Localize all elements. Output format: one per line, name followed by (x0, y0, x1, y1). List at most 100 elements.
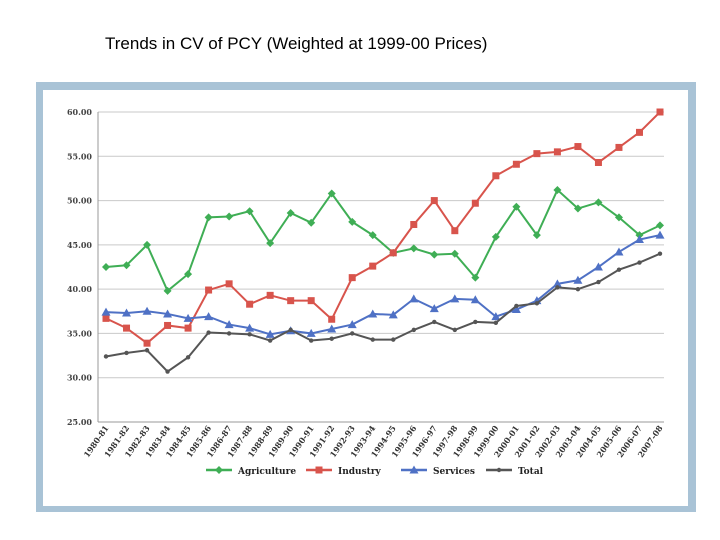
y-tick-label: 45.00 (67, 240, 92, 250)
data-point (391, 337, 396, 342)
y-tick-label: 50.00 (67, 196, 92, 206)
series-total (103, 251, 663, 374)
legend-label: Industry (338, 467, 382, 477)
legend-label: Agriculture (237, 467, 296, 477)
y-tick-label: 35.00 (67, 328, 92, 338)
data-point (206, 330, 211, 335)
data-point (266, 291, 274, 299)
series-line (105, 252, 661, 373)
data-point (491, 232, 500, 241)
data-point (533, 150, 541, 158)
data-point (267, 338, 273, 343)
data-point (450, 294, 460, 303)
data-point (430, 250, 439, 259)
data-point (101, 307, 111, 316)
data-point (204, 312, 214, 321)
data-point (224, 320, 234, 329)
data-point (205, 286, 213, 294)
data-point (245, 207, 254, 216)
data-point (512, 202, 521, 211)
data-point (183, 313, 193, 322)
legend-item-services: Services (401, 465, 475, 477)
data-point (348, 217, 357, 226)
data-point (123, 324, 131, 332)
data-point (534, 301, 540, 306)
data-point (615, 143, 623, 151)
data-point (430, 197, 438, 205)
data-point (122, 308, 132, 317)
data-point (573, 275, 583, 284)
data-point (124, 350, 129, 356)
data-point (388, 310, 398, 319)
data-point (204, 213, 213, 222)
data-point (368, 309, 378, 318)
data-point (368, 231, 377, 240)
data-point (573, 204, 582, 213)
data-point (512, 160, 520, 168)
data-point (493, 320, 499, 325)
data-point (369, 262, 377, 270)
data-point (409, 465, 419, 474)
data-point (165, 369, 170, 374)
y-tick-label: 30.00 (67, 373, 92, 383)
data-point (553, 185, 562, 194)
legend-label: Total (518, 467, 544, 477)
data-point (225, 212, 234, 221)
data-point (596, 279, 601, 285)
data-point (328, 315, 336, 323)
data-point (389, 249, 397, 257)
data-point (635, 128, 643, 136)
data-point (347, 320, 357, 329)
data-point (143, 339, 151, 347)
data-point (329, 336, 334, 341)
data-point (184, 324, 192, 332)
data-point (410, 220, 418, 228)
data-point (370, 337, 375, 342)
data-point (450, 249, 459, 258)
data-point (247, 332, 252, 337)
data-point (102, 263, 110, 271)
data-point (471, 199, 479, 207)
data-point (473, 319, 478, 325)
data-point (514, 303, 519, 309)
data-point (452, 327, 458, 333)
data-point (637, 260, 642, 265)
data-point (470, 295, 480, 304)
legend-item-industry: Industry (306, 466, 382, 477)
data-point (327, 189, 336, 198)
data-point (657, 251, 663, 256)
data-point (552, 279, 562, 288)
data-point (163, 286, 172, 295)
data-point (288, 327, 293, 333)
data-point (496, 467, 502, 473)
data-point (656, 221, 664, 230)
data-point (451, 227, 459, 235)
data-point (102, 314, 110, 322)
data-point (614, 213, 623, 222)
data-point (226, 331, 232, 336)
data-point (511, 305, 521, 314)
line-chart: 25.00 30.00 35.00 40.00 45.00 50.00 55.00 60.00… (36, 82, 696, 512)
plot-background (43, 90, 688, 506)
data-point (185, 355, 191, 360)
data-point (532, 231, 541, 240)
data-point (429, 304, 439, 313)
data-point (616, 267, 622, 272)
data-point (103, 354, 109, 359)
data-point (142, 306, 152, 315)
data-point (307, 218, 316, 227)
data-point (575, 286, 581, 292)
slide-title: Trends in CV of PCY (Weighted at 1999-00… (105, 34, 488, 53)
chart-area: 25.00 30.00 35.00 40.00 45.00 50.00 55.00 60.00… (36, 82, 696, 512)
data-point (409, 294, 419, 303)
data-point (287, 297, 295, 305)
data-point (594, 198, 603, 207)
data-point (553, 148, 561, 156)
y-tick-label: 60.00 (67, 107, 92, 117)
data-point (491, 312, 501, 321)
data-point (655, 230, 665, 239)
data-point (409, 244, 418, 253)
data-point (215, 466, 223, 474)
data-point (471, 273, 480, 282)
y-tick-label: 40.00 (67, 284, 92, 294)
